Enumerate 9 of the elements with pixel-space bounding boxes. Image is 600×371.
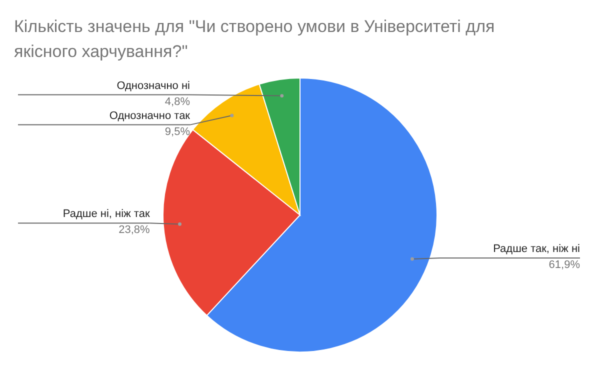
slice-label: Радше так, ніж ні	[493, 243, 580, 256]
slice-label: Однозначно так	[109, 110, 190, 122]
data-label: 4,8%	[164, 96, 190, 108]
data-label: 61,9%	[548, 259, 580, 272]
slice-label: Радше ні, ніж так	[62, 208, 150, 220]
data-label: 9,5%	[164, 126, 190, 138]
slice-label: Однозначно ні	[116, 80, 190, 92]
chart-title: Кількість значень для "Чи створено умови в Університеті для якісного харчування?"	[14, 17, 495, 61]
data-label: 23,8%	[118, 224, 150, 236]
